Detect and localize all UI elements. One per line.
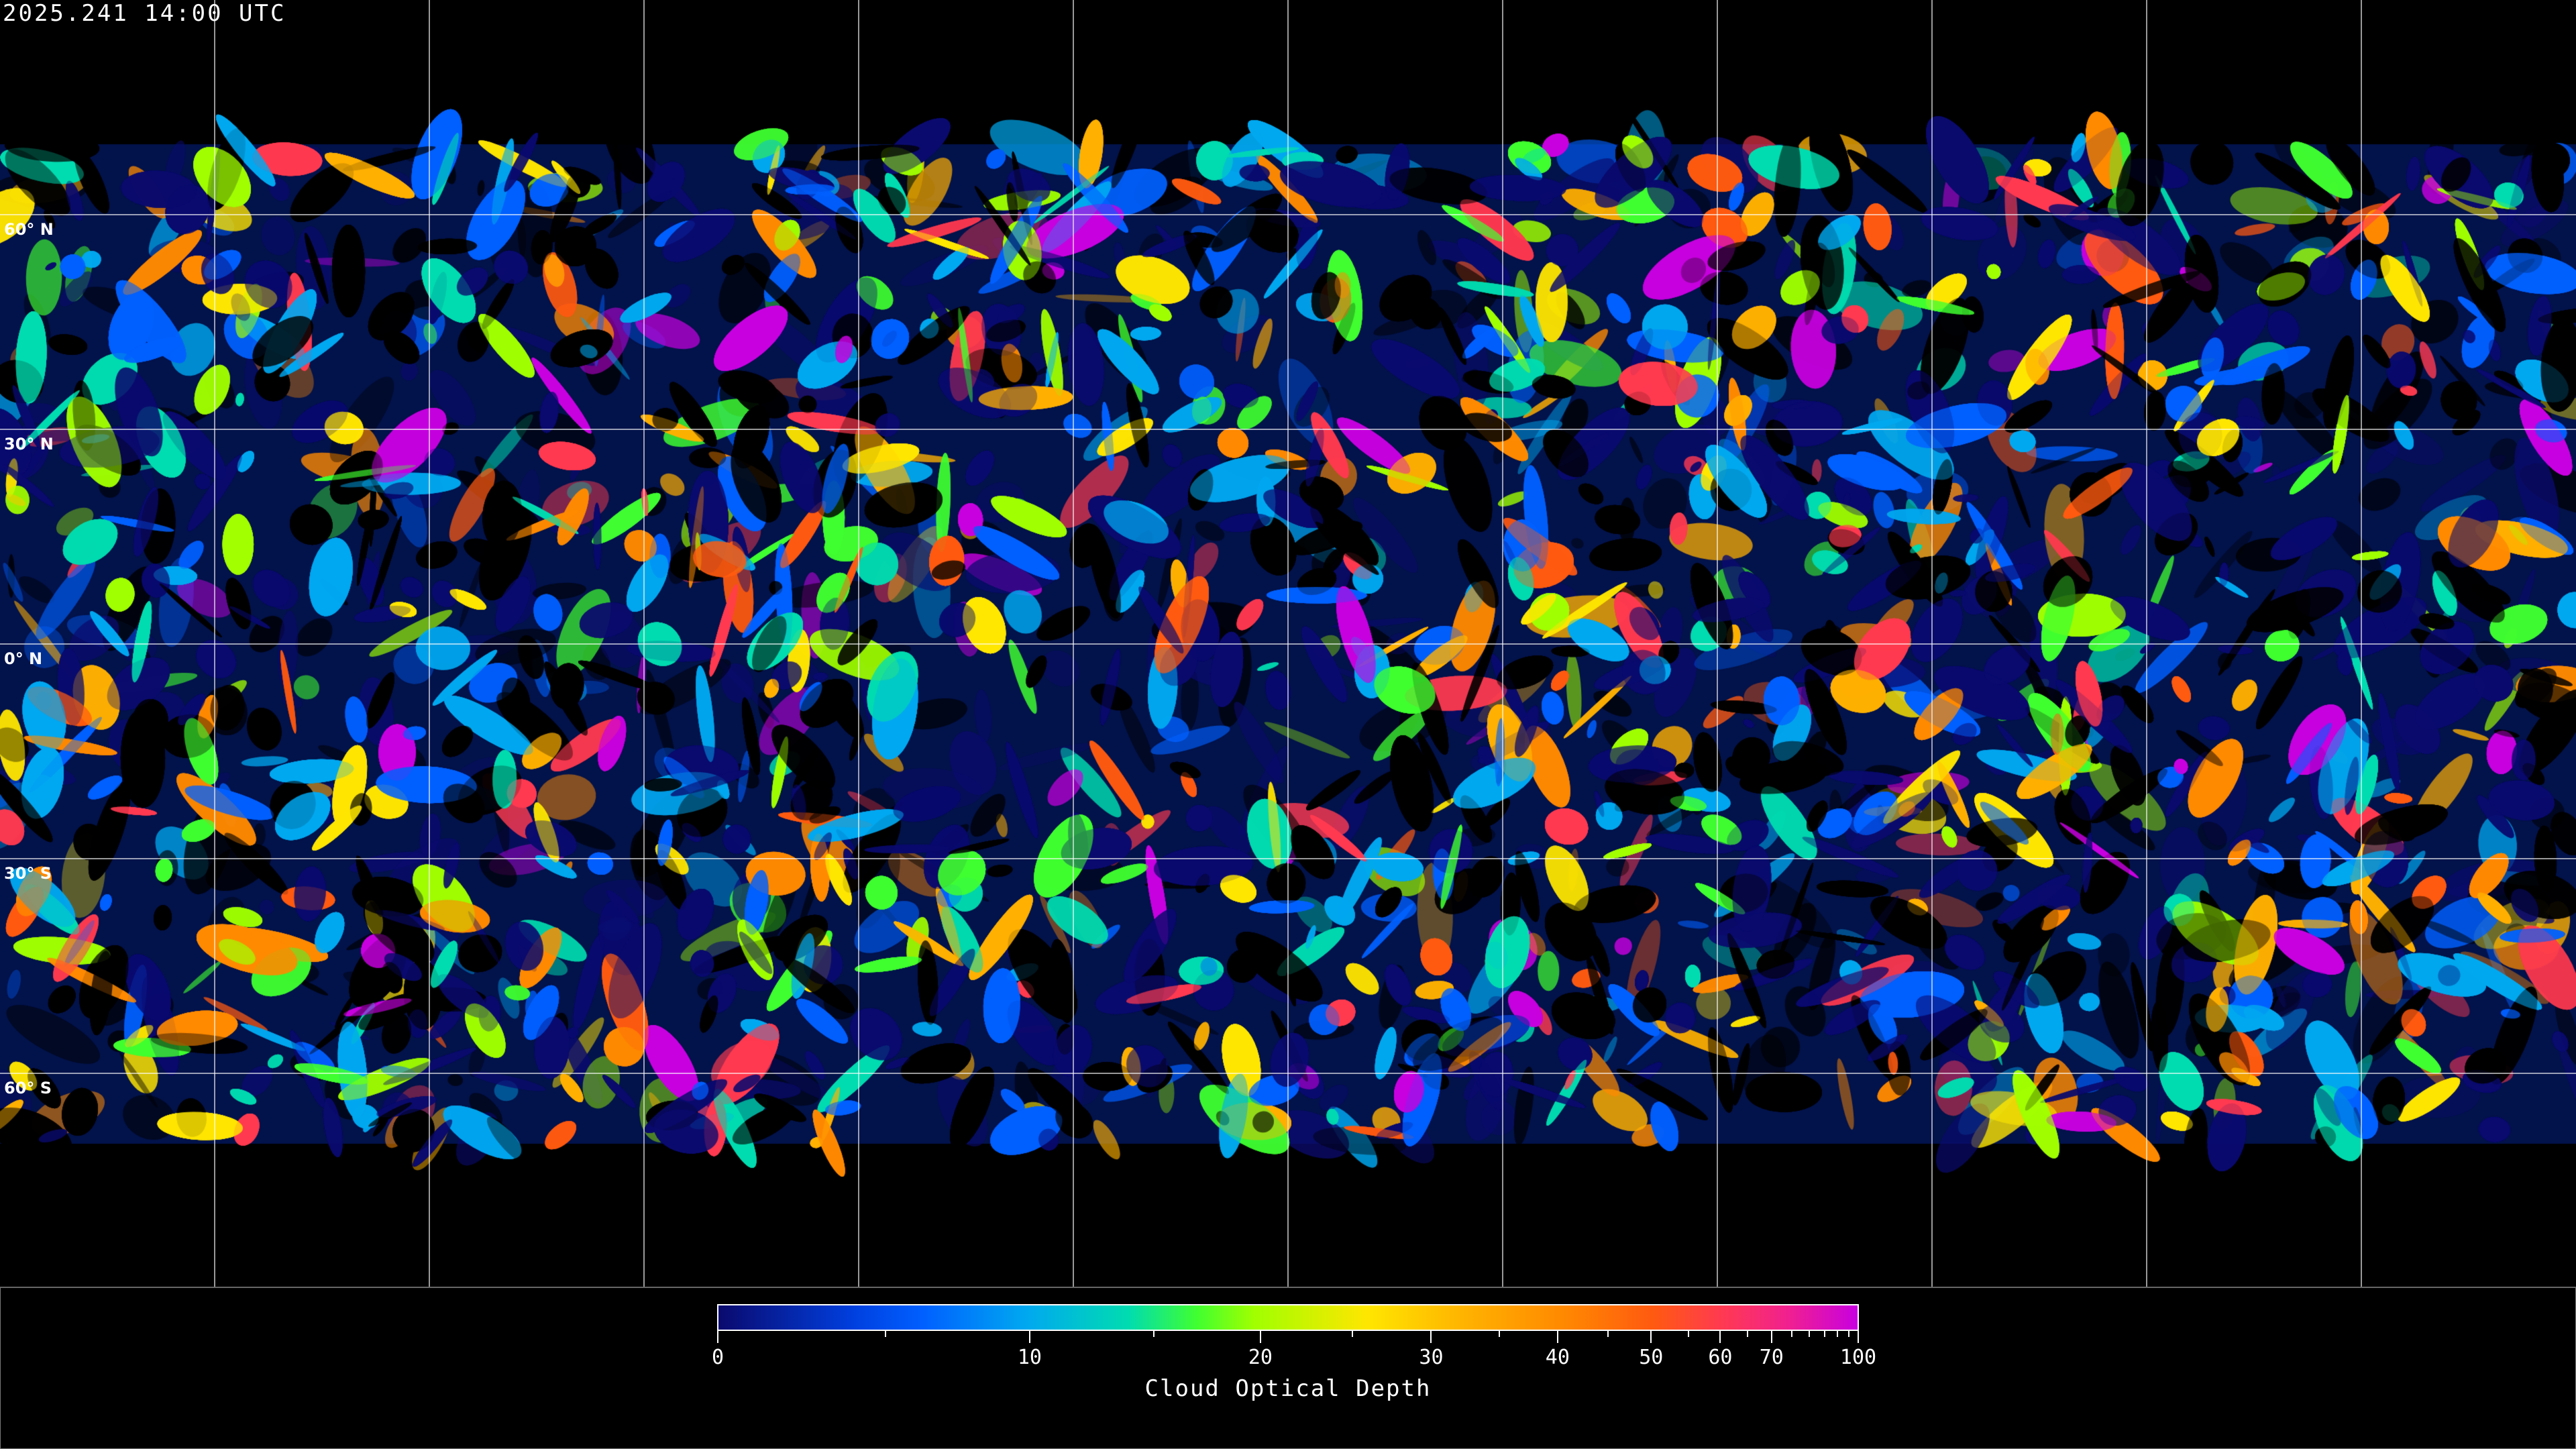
colorbar-minor-tick bbox=[1498, 1331, 1500, 1337]
map-border bbox=[0, 1287, 2576, 1288]
colorbar-tick-label: 60 bbox=[1708, 1346, 1733, 1369]
colorbar-minor-tick bbox=[1687, 1331, 1689, 1337]
lat-label-60s: 60° S bbox=[4, 1079, 52, 1097]
colorbar-tick-label: 0 bbox=[711, 1346, 724, 1369]
cloud-optical-depth-map: 60° N 30° N 0° N 30° S 60° S bbox=[0, 0, 2576, 1288]
colorbar-major-tick bbox=[1430, 1331, 1432, 1343]
colorbar-tick-label: 50 bbox=[1639, 1346, 1664, 1369]
colorbar-tick-label: 20 bbox=[1248, 1346, 1273, 1369]
colorbar-minor-tick bbox=[1809, 1331, 1811, 1337]
colorbar-tick-label: 100 bbox=[1839, 1346, 1877, 1369]
colorbar bbox=[717, 1304, 1859, 1331]
colorbar-minor-tick bbox=[1607, 1331, 1609, 1337]
colorbar-minor-tick bbox=[1837, 1331, 1839, 1337]
colorbar-tick-label: 70 bbox=[1759, 1346, 1784, 1369]
colorbar-minor-tick bbox=[1152, 1331, 1155, 1337]
lat-label-30n: 30° N bbox=[4, 435, 54, 453]
colorbar-major-tick bbox=[1858, 1331, 1859, 1343]
colorbar-title: Cloud Optical Depth bbox=[1144, 1375, 1432, 1402]
colorbar-major-tick bbox=[717, 1331, 718, 1343]
colorbar-minor-tick bbox=[1351, 1331, 1353, 1337]
lat-label-60n: 60° N bbox=[4, 220, 54, 239]
colorbar-major-tick bbox=[1650, 1331, 1652, 1343]
colorbar-minor-tick bbox=[1823, 1331, 1825, 1337]
colorbar-major-tick bbox=[1556, 1331, 1558, 1343]
colorbar-major-tick bbox=[1719, 1331, 1721, 1343]
colorbar-major-tick bbox=[1028, 1331, 1030, 1343]
colorbar-major-tick bbox=[1259, 1331, 1261, 1343]
colorbar-minor-tick bbox=[884, 1331, 886, 1337]
timestamp: 2025.241 14:00 UTC bbox=[3, 0, 286, 27]
lat-label-0: 0° N bbox=[4, 649, 43, 668]
lat-label-30s: 30° S bbox=[4, 864, 52, 883]
colorbar-ticks: 0 10 20 30 40 50 60 70 100 bbox=[712, 1331, 1876, 1385]
colorbar-minor-tick bbox=[1747, 1331, 1749, 1337]
graticule bbox=[0, 0, 2576, 1288]
colorbar-major-tick bbox=[1770, 1331, 1772, 1343]
colorbar-minor-tick bbox=[1847, 1331, 1849, 1337]
colorbar-tick-label: 10 bbox=[1017, 1346, 1042, 1369]
colorbar-minor-tick bbox=[1791, 1331, 1793, 1337]
colorbar-tick-label: 40 bbox=[1545, 1346, 1570, 1369]
colorbar-tick-label: 30 bbox=[1419, 1346, 1444, 1369]
